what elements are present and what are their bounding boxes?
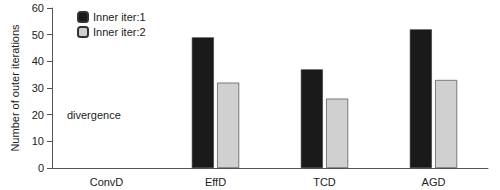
svg-text:TCD: TCD [313,176,336,188]
svg-text:EffD: EffD [205,176,226,188]
svg-text:0: 0 [38,162,44,174]
svg-text:10: 10 [32,135,44,147]
svg-text:40: 40 [32,55,44,67]
svg-text:30: 30 [32,82,44,94]
svg-text:Inner iter:1: Inner iter:1 [93,11,146,23]
svg-text:ConvD: ConvD [90,176,124,188]
svg-text:Number of outer iterations: Number of outer iterations [9,24,21,152]
svg-text:50: 50 [32,29,44,41]
svg-text:divergence: divergence [67,109,121,121]
svg-text:Inner iter:2: Inner iter:2 [93,26,146,38]
svg-text:20: 20 [32,109,44,121]
svg-text:AGD: AGD [422,176,446,188]
svg-text:60: 60 [32,2,44,14]
